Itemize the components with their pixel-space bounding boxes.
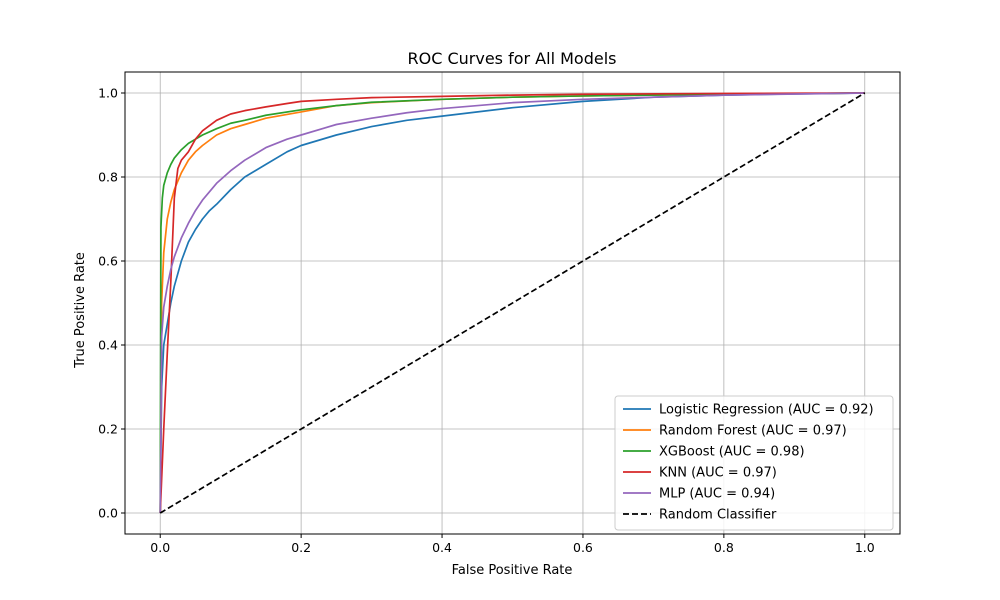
y-tick-label: 0.8 — [98, 170, 118, 185]
series-layer — [159, 92, 866, 514]
x-tick-label: 0.2 — [291, 540, 311, 555]
x-tick-label: 0.6 — [573, 540, 593, 555]
series-line-0 — [159, 92, 865, 514]
y-tick-label: 0.4 — [98, 338, 118, 353]
legend-box — [614, 395, 894, 531]
legend-entry: Logistic Regression (AUC = 0.92) — [659, 403, 874, 418]
series-line-4 — [159, 92, 865, 514]
legend-entry: XGBoost (AUC = 0.98) — [659, 445, 805, 460]
x-axis-label: False Positive Rate — [452, 563, 573, 578]
series-line-2 — [159, 92, 865, 514]
series-line-5 — [159, 92, 866, 514]
y-tick-label: 0.2 — [98, 422, 118, 437]
axis-ticks: 0.0 0.2 0.4 0.6 0.8 1.0 0.0 0.2 0.4 0.6 0.8 1.0 — [98, 86, 875, 556]
x-tick-label: 1.0 — [855, 540, 875, 555]
x-tick-label: 0.0 — [150, 540, 170, 555]
y-tick-label: 0.6 — [98, 254, 118, 269]
x-tick-label: 0.4 — [432, 540, 452, 555]
x-tick-label: 0.8 — [714, 540, 734, 555]
legend-entry: Random Classifier — [659, 508, 777, 523]
series-line-3 — [159, 92, 865, 514]
legend-entry: MLP (AUC = 0.94) — [659, 487, 775, 502]
y-axis-label: True Positive Rate — [73, 252, 88, 369]
grid — [125, 72, 900, 534]
legend-entry: KNN (AUC = 0.97) — [659, 466, 777, 481]
y-tick-label: 1.0 — [98, 86, 118, 101]
legend: Logistic Regression (AUC = 0.92) Random F… — [614, 395, 894, 531]
chart-title: ROC Curves for All Models — [408, 49, 617, 68]
y-tick-label: 0.0 — [98, 506, 118, 521]
plot-frame — [124, 71, 901, 535]
legend-entry: Random Forest (AUC = 0.97) — [659, 424, 847, 439]
